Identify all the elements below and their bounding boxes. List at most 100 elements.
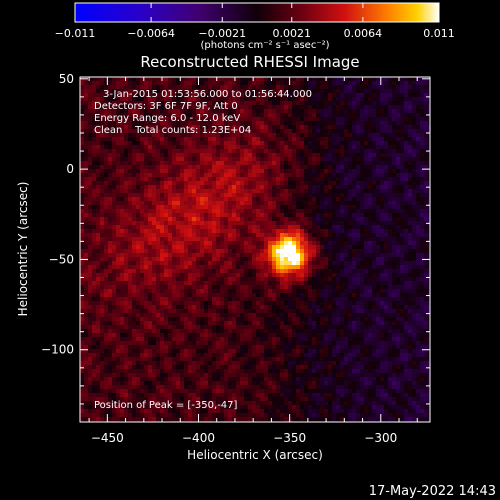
heatmap-cell bbox=[228, 97, 232, 101]
heatmap-cell bbox=[264, 361, 268, 365]
heatmap-cell bbox=[176, 181, 180, 185]
heatmap-cell bbox=[276, 253, 280, 257]
heatmap-cell bbox=[224, 389, 228, 393]
heatmap-cell bbox=[232, 325, 236, 329]
heatmap-cell bbox=[176, 341, 180, 345]
heatmap-cell bbox=[292, 125, 296, 129]
heatmap-cell bbox=[248, 385, 252, 389]
heatmap-cell bbox=[188, 273, 192, 277]
heatmap-cell bbox=[220, 125, 224, 129]
heatmap-cell bbox=[272, 381, 276, 385]
heatmap-cell bbox=[288, 181, 292, 185]
heatmap-cell bbox=[148, 97, 152, 101]
heatmap-cell bbox=[80, 201, 84, 205]
heatmap-cell bbox=[292, 89, 296, 93]
heatmap-cell bbox=[136, 397, 140, 401]
heatmap-cell bbox=[152, 101, 156, 105]
heatmap-cell bbox=[128, 385, 132, 389]
heatmap-cell bbox=[80, 237, 84, 241]
heatmap-cell bbox=[248, 305, 252, 309]
heatmap-cell bbox=[80, 377, 84, 381]
heatmap-cell bbox=[224, 385, 228, 389]
heatmap-cell bbox=[116, 265, 120, 269]
heatmap-cell bbox=[296, 97, 300, 101]
heatmap-cell bbox=[240, 177, 244, 181]
heatmap-cell bbox=[104, 277, 108, 281]
heatmap-cell bbox=[84, 173, 88, 177]
heatmap-cell bbox=[140, 241, 144, 245]
heatmap-cell bbox=[120, 301, 124, 305]
heatmap-cell bbox=[116, 337, 120, 341]
heatmap-cell bbox=[276, 157, 280, 161]
heatmap-cell bbox=[156, 141, 160, 145]
heatmap-cell bbox=[80, 265, 84, 269]
heatmap-cell bbox=[244, 149, 248, 153]
heatmap-cell bbox=[248, 329, 252, 333]
heatmap-cell bbox=[180, 269, 184, 273]
heatmap-cell bbox=[288, 409, 292, 413]
heatmap-cell bbox=[80, 105, 84, 109]
heatmap-cell bbox=[296, 265, 300, 269]
heatmap-cell bbox=[264, 77, 268, 81]
heatmap-cell bbox=[256, 389, 260, 393]
heatmap-cell bbox=[124, 365, 128, 369]
heatmap-cell bbox=[260, 105, 264, 109]
heatmap-cell bbox=[284, 365, 288, 369]
heatmap-cell bbox=[112, 197, 116, 201]
heatmap-cell bbox=[288, 289, 292, 293]
heatmap-cell bbox=[80, 289, 84, 293]
heatmap-cell bbox=[152, 333, 156, 337]
heatmap-cell bbox=[196, 189, 200, 193]
heatmap-cell bbox=[92, 397, 96, 401]
heatmap-cell bbox=[216, 113, 220, 117]
heatmap-cell bbox=[228, 345, 232, 349]
heatmap-cell bbox=[200, 413, 204, 417]
heatmap-cell bbox=[84, 285, 88, 289]
heatmap-cell bbox=[288, 357, 292, 361]
heatmap-cell bbox=[276, 153, 280, 157]
heatmap-cell bbox=[92, 241, 96, 245]
heatmap-cell bbox=[172, 321, 176, 325]
heatmap-cell bbox=[156, 197, 160, 201]
heatmap-cell bbox=[168, 341, 172, 345]
heatmap-cell bbox=[204, 345, 208, 349]
heatmap-cell bbox=[136, 377, 140, 381]
heatmap-cell bbox=[140, 177, 144, 181]
heatmap-cell bbox=[232, 101, 236, 105]
heatmap-cell bbox=[304, 233, 308, 237]
heatmap-cell bbox=[256, 109, 260, 113]
heatmap-cell bbox=[272, 309, 276, 313]
heatmap-cell bbox=[216, 297, 220, 301]
heatmap-cell bbox=[188, 293, 192, 297]
heatmap-cell bbox=[248, 297, 252, 301]
heatmap-cell bbox=[184, 357, 188, 361]
heatmap-cell bbox=[104, 341, 108, 345]
heatmap-cell bbox=[228, 181, 232, 185]
heatmap-cell bbox=[248, 397, 252, 401]
heatmap-cell bbox=[156, 201, 160, 205]
heatmap-cell bbox=[196, 137, 200, 141]
heatmap-cell bbox=[172, 277, 176, 281]
heatmap-cell bbox=[216, 345, 220, 349]
heatmap-cell bbox=[148, 273, 152, 277]
heatmap-cell bbox=[272, 361, 276, 365]
heatmap-cell bbox=[264, 325, 268, 329]
heatmap-cell bbox=[268, 361, 272, 365]
heatmap-cell bbox=[92, 233, 96, 237]
heatmap-cell bbox=[144, 237, 148, 241]
heatmap-cell bbox=[136, 301, 140, 305]
heatmap-cell bbox=[276, 101, 280, 105]
heatmap-cell bbox=[284, 217, 288, 221]
heatmap-cell bbox=[112, 181, 116, 185]
heatmap-cell bbox=[304, 309, 308, 313]
heatmap-cell bbox=[124, 385, 128, 389]
heatmap-cell bbox=[144, 397, 148, 401]
heatmap-cell bbox=[264, 333, 268, 337]
heatmap-cell bbox=[236, 313, 240, 317]
heatmap-cell bbox=[160, 329, 164, 333]
heatmap-cell bbox=[88, 213, 92, 217]
heatmap-cell bbox=[196, 333, 200, 337]
heatmap-cell bbox=[180, 265, 184, 269]
heatmap-cell bbox=[244, 357, 248, 361]
heatmap-cell bbox=[120, 81, 124, 85]
